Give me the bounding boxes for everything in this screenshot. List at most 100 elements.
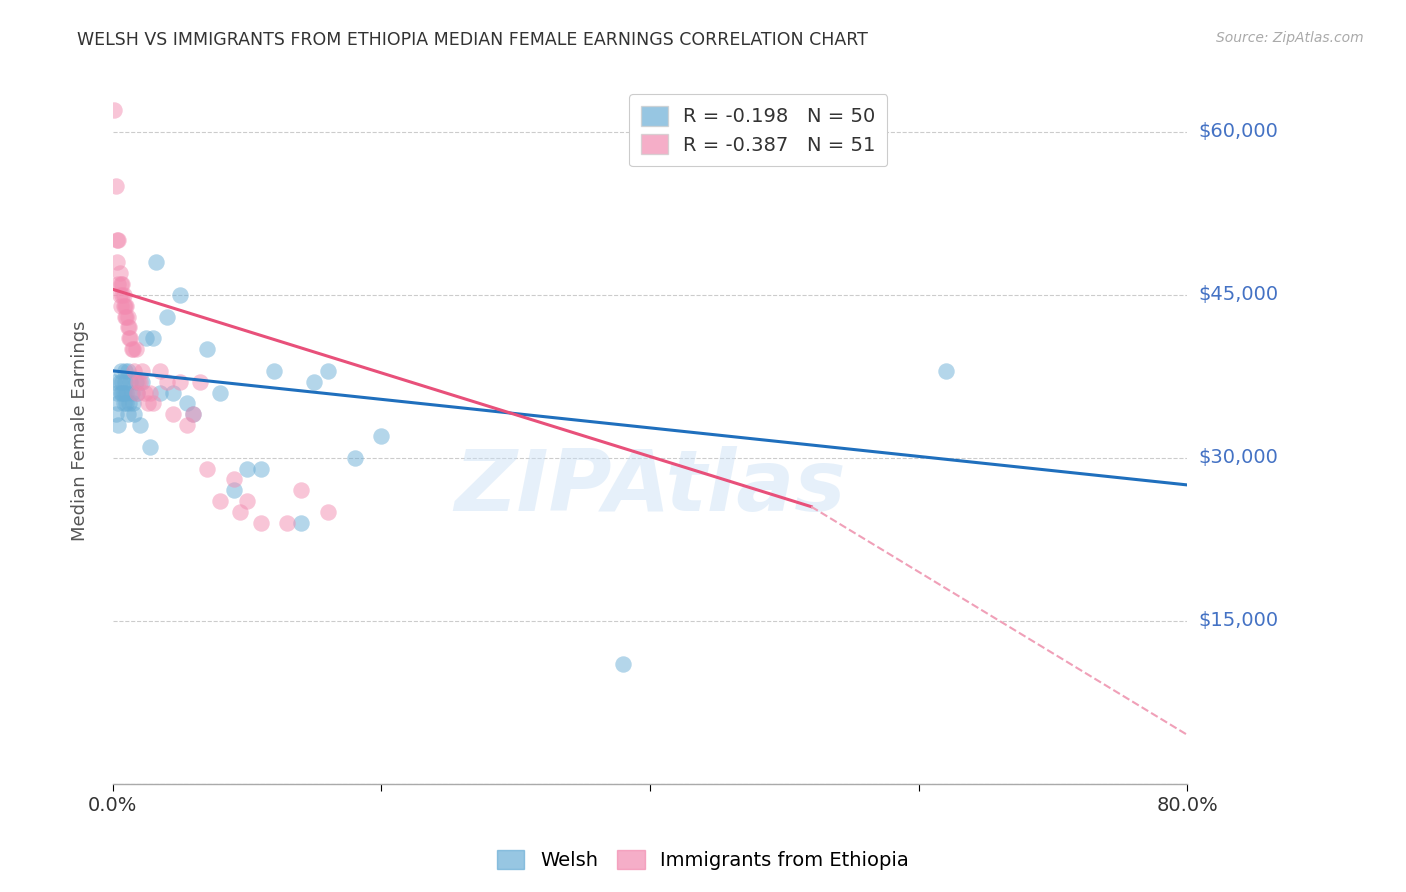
Point bbox=[316, 364, 339, 378]
Point bbox=[108, 287, 131, 301]
Text: $45,000: $45,000 bbox=[1198, 285, 1278, 304]
Point bbox=[169, 375, 191, 389]
Point bbox=[115, 310, 138, 324]
Point bbox=[115, 396, 138, 410]
Point bbox=[316, 505, 339, 519]
Point bbox=[107, 396, 129, 410]
Point bbox=[125, 375, 148, 389]
Point bbox=[103, 375, 125, 389]
Point bbox=[117, 364, 139, 378]
Point bbox=[108, 266, 131, 280]
Point bbox=[128, 375, 150, 389]
Point bbox=[188, 375, 211, 389]
Point bbox=[120, 375, 142, 389]
Point bbox=[149, 385, 172, 400]
Point bbox=[114, 364, 136, 378]
Point bbox=[105, 255, 128, 269]
Point bbox=[114, 299, 136, 313]
Point bbox=[183, 407, 205, 421]
Point bbox=[111, 375, 134, 389]
Point bbox=[304, 375, 326, 389]
Point bbox=[110, 364, 132, 378]
Point bbox=[118, 331, 141, 345]
Point bbox=[155, 375, 177, 389]
Point bbox=[122, 396, 145, 410]
Legend: Welsh, Immigrants from Ethiopia: Welsh, Immigrants from Ethiopia bbox=[489, 842, 917, 878]
Point bbox=[107, 277, 129, 291]
Point bbox=[176, 396, 198, 410]
Point bbox=[290, 516, 312, 530]
Point bbox=[142, 331, 165, 345]
Point bbox=[104, 407, 127, 421]
Text: ZIPAtlas: ZIPAtlas bbox=[454, 446, 846, 529]
Point bbox=[112, 287, 135, 301]
Point bbox=[135, 331, 157, 345]
Point bbox=[276, 516, 298, 530]
Point bbox=[142, 396, 165, 410]
Point bbox=[118, 396, 141, 410]
Point bbox=[131, 375, 153, 389]
Point bbox=[112, 385, 135, 400]
Point bbox=[121, 385, 143, 400]
Point bbox=[176, 418, 198, 433]
Text: $30,000: $30,000 bbox=[1198, 449, 1278, 467]
Point bbox=[114, 310, 136, 324]
Point bbox=[110, 277, 132, 291]
Point bbox=[117, 320, 139, 334]
Point bbox=[139, 440, 162, 454]
Point bbox=[127, 375, 149, 389]
Point bbox=[124, 407, 146, 421]
Point bbox=[107, 418, 129, 433]
Point bbox=[236, 494, 259, 508]
Point bbox=[612, 657, 634, 672]
Point bbox=[343, 450, 366, 465]
Point bbox=[370, 429, 392, 443]
Point bbox=[112, 396, 135, 410]
Point bbox=[111, 385, 134, 400]
Point bbox=[111, 287, 134, 301]
Point bbox=[209, 494, 232, 508]
Point bbox=[115, 385, 138, 400]
Y-axis label: Median Female Earnings: Median Female Earnings bbox=[72, 320, 89, 541]
Point bbox=[229, 505, 252, 519]
Point bbox=[105, 234, 128, 248]
Point bbox=[222, 473, 245, 487]
Point bbox=[117, 310, 139, 324]
Point bbox=[107, 234, 129, 248]
Point bbox=[108, 375, 131, 389]
Point bbox=[249, 516, 271, 530]
Point bbox=[209, 385, 232, 400]
Text: $60,000: $60,000 bbox=[1198, 122, 1278, 141]
Point bbox=[111, 277, 134, 291]
Point bbox=[110, 299, 132, 313]
Point bbox=[249, 461, 271, 475]
Point bbox=[125, 342, 148, 356]
Point bbox=[183, 407, 205, 421]
Point bbox=[105, 385, 128, 400]
Point bbox=[195, 342, 218, 356]
Point bbox=[112, 299, 135, 313]
Point bbox=[162, 407, 184, 421]
Point bbox=[195, 461, 218, 475]
Point bbox=[128, 418, 150, 433]
Point bbox=[145, 255, 167, 269]
Point bbox=[162, 385, 184, 400]
Point bbox=[117, 407, 139, 421]
Point bbox=[131, 364, 153, 378]
Point bbox=[236, 461, 259, 475]
Point bbox=[169, 287, 191, 301]
Point bbox=[263, 364, 285, 378]
Point bbox=[120, 331, 142, 345]
Point bbox=[103, 103, 125, 117]
Point bbox=[110, 385, 132, 400]
Point bbox=[136, 396, 159, 410]
Point bbox=[139, 385, 162, 400]
Point bbox=[121, 342, 143, 356]
Point bbox=[124, 364, 146, 378]
Point bbox=[134, 385, 156, 400]
Point bbox=[122, 342, 145, 356]
Text: $15,000: $15,000 bbox=[1198, 611, 1278, 631]
Point bbox=[118, 320, 141, 334]
Point bbox=[935, 364, 957, 378]
Point bbox=[114, 375, 136, 389]
